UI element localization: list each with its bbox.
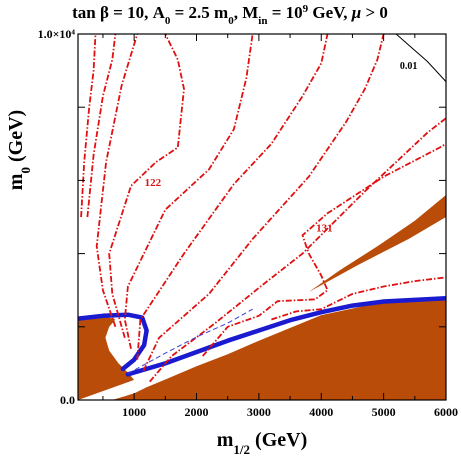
- region-stau_lsp_region: [78, 298, 446, 400]
- relic-strip-lower: [125, 296, 446, 377]
- higgs-contour-2: [86, 34, 117, 218]
- higgs-contour-7: [142, 34, 385, 372]
- y-axis-label-main: m: [5, 173, 27, 190]
- annotation-label: 0.01: [400, 61, 418, 72]
- title-b: = 10, A: [109, 3, 166, 22]
- relic-density-strips: [78, 296, 446, 377]
- higgs-contour-9: [202, 143, 446, 357]
- x-tick-label: 2000: [185, 405, 209, 419]
- annotation-label: 131: [316, 223, 333, 235]
- y-axis-label: m0 (GeV): [5, 110, 33, 190]
- relic-strip-upper-left: [78, 312, 149, 372]
- higgs-contour-8: [149, 117, 446, 383]
- title-beta: β: [100, 3, 109, 22]
- higgs-contour-4: [108, 34, 185, 339]
- chart-title: tan β = 10, A0 = 2.5 m0, Min = 109 GeV, …: [72, 3, 388, 27]
- solid-line: [395, 34, 446, 82]
- x-tick-label: 4000: [309, 405, 333, 419]
- title-f: GeV,: [308, 3, 352, 22]
- higgs-contour-3: [95, 34, 139, 328]
- y-tick-label: 0.0: [60, 393, 75, 407]
- x-axis-label-main: m: [217, 429, 234, 451]
- title-sub2: in: [258, 15, 267, 27]
- higgs-contour-6: [136, 34, 329, 360]
- x-tick-label: 1000: [122, 405, 146, 419]
- x-axis-label: m1/2 (GeV): [217, 429, 308, 457]
- extra-lines: [127, 34, 446, 375]
- excluded-regions: [78, 195, 446, 400]
- title-e: = 10: [267, 3, 302, 22]
- dashed-line: [127, 308, 253, 375]
- title-c: = 2.5 m: [170, 3, 228, 22]
- contour-labels: 122 131 0.01: [145, 61, 418, 235]
- y-tick-label: 1.0×10⁴: [38, 27, 76, 41]
- plot-frame: [77, 33, 447, 401]
- title-a: tan: [72, 3, 100, 22]
- region-left_region: [78, 315, 135, 400]
- y-axis-label-sub: 0: [18, 167, 33, 174]
- annotation-label: 122: [145, 177, 162, 189]
- x-tick-label: 5000: [372, 405, 396, 419]
- title-mu: μ: [351, 3, 361, 22]
- x-axis-label-sub: 1/2: [233, 442, 250, 457]
- title-sup: 9: [303, 3, 309, 15]
- title-d: , M: [234, 3, 259, 22]
- higgs-contour-10: [271, 276, 446, 321]
- title-sub1: 0: [228, 15, 234, 27]
- x-tick-label: 3000: [247, 405, 271, 419]
- axis-ticks: 1000 2000 3000 4000 5000 6000 0.0 1.0×10⁴: [38, 27, 458, 419]
- x-tick-label: 6000: [434, 405, 458, 419]
- higgs-contour-5: [123, 34, 254, 349]
- title-sub0: 0: [165, 15, 171, 27]
- region-upper_wedge: [308, 195, 446, 292]
- x-axis-label-unit: (GeV): [250, 429, 307, 451]
- y-axis-label-unit: (GeV): [5, 110, 27, 167]
- higgs-contour-1: [80, 34, 97, 218]
- title-g: > 0: [361, 3, 388, 22]
